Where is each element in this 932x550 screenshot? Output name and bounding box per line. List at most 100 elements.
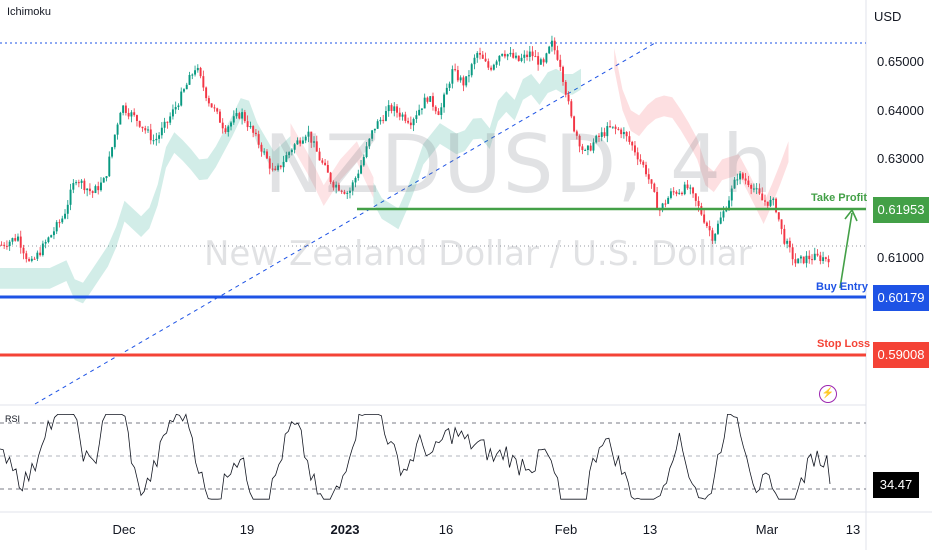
candle-body [775, 198, 778, 213]
candle-body [415, 115, 418, 120]
x-tick: 19 [239, 522, 255, 537]
candle-body [827, 258, 830, 263]
candle-body [559, 59, 562, 67]
candle-body [783, 228, 786, 244]
candle-body [17, 236, 19, 241]
candle-body [692, 187, 695, 194]
currency-label[interactable]: USD [874, 9, 902, 24]
candle-body [777, 212, 780, 220]
candle-body [210, 103, 213, 108]
candle-body [135, 115, 138, 121]
candle-body [33, 258, 36, 260]
candle-body [152, 140, 155, 142]
candle-body [111, 147, 114, 157]
candle-body [376, 121, 379, 129]
candle-body [409, 122, 412, 126]
symbol-watermark: NZDUSD, 4h [264, 118, 774, 211]
candle-body [371, 130, 374, 139]
candle-body [180, 91, 183, 106]
candle-body [791, 247, 794, 260]
candle-body [335, 184, 338, 188]
candle-body [794, 259, 797, 264]
candle-body [656, 191, 659, 210]
candle-body [368, 138, 371, 147]
candle-body [808, 255, 811, 260]
candle-body [310, 131, 313, 143]
candle-body [678, 192, 681, 194]
candle-body [393, 106, 396, 111]
candle-body [628, 136, 631, 142]
take-profit-arrow[interactable] [839, 208, 858, 289]
candle-body [25, 253, 28, 260]
candle-body [257, 134, 260, 145]
candle-body [813, 253, 816, 260]
candle-body [603, 132, 606, 137]
candle-body [326, 164, 329, 173]
candle-body [52, 231, 55, 236]
candle-body [351, 182, 354, 191]
candle-body [805, 255, 808, 264]
candle-body [313, 141, 315, 143]
candle-body [75, 182, 78, 184]
candle-body [440, 107, 443, 115]
candle-body [758, 188, 761, 194]
candle-body [434, 106, 437, 112]
candle-body [769, 199, 772, 206]
candle-body [271, 168, 274, 170]
cloud-band [373, 68, 581, 230]
candle-body [321, 160, 324, 163]
candle-body [545, 53, 548, 63]
candle-body [185, 84, 188, 90]
take-profit-label: Take Profit [811, 192, 868, 204]
candle-body [183, 89, 185, 92]
cloud-band [0, 98, 291, 304]
candle-body [238, 113, 241, 119]
candle-body [88, 188, 91, 192]
indicator-label[interactable]: Ichimoku [7, 6, 52, 18]
candle-body [72, 183, 75, 190]
candle-body [819, 255, 822, 261]
candle-body [683, 184, 686, 195]
candle-body [539, 59, 542, 65]
candle-body [528, 51, 531, 57]
candle-body [174, 107, 177, 110]
candle-body [166, 121, 169, 123]
candle-body [509, 52, 512, 55]
candle-body [490, 67, 493, 70]
candle-body [207, 98, 210, 104]
candle-body [739, 173, 742, 180]
candle-body [202, 76, 205, 88]
candle-body [22, 247, 25, 254]
candle-body [752, 188, 755, 190]
candle-body [575, 131, 578, 136]
candle-body [708, 226, 711, 231]
candle-body [357, 173, 360, 178]
candle-body [94, 186, 97, 193]
candle-body [470, 64, 473, 76]
candle-body [30, 258, 33, 261]
candle-body [282, 161, 285, 168]
lightning-bolt-icon[interactable]: ⚡ [819, 385, 837, 403]
candle-body [263, 151, 266, 153]
candle-body [484, 58, 487, 62]
candle-body [686, 184, 689, 189]
rsi-label[interactable]: RSI [5, 414, 21, 424]
x-tick: Dec [112, 522, 136, 537]
candle-body [277, 165, 280, 171]
candle-body [761, 193, 764, 201]
candle-body [373, 128, 376, 131]
candle-body [365, 146, 368, 158]
candle-body [467, 75, 470, 77]
candle-body [595, 135, 598, 143]
candle-body [127, 112, 130, 117]
candle-body [473, 57, 476, 65]
candle-body [390, 105, 393, 111]
candle-body [230, 122, 232, 127]
candle-body [349, 190, 351, 193]
x-tick: 13 [642, 522, 658, 537]
candle-body [625, 131, 628, 137]
candle-body [299, 140, 302, 144]
candle-body [716, 223, 719, 234]
candle-body [360, 165, 363, 174]
